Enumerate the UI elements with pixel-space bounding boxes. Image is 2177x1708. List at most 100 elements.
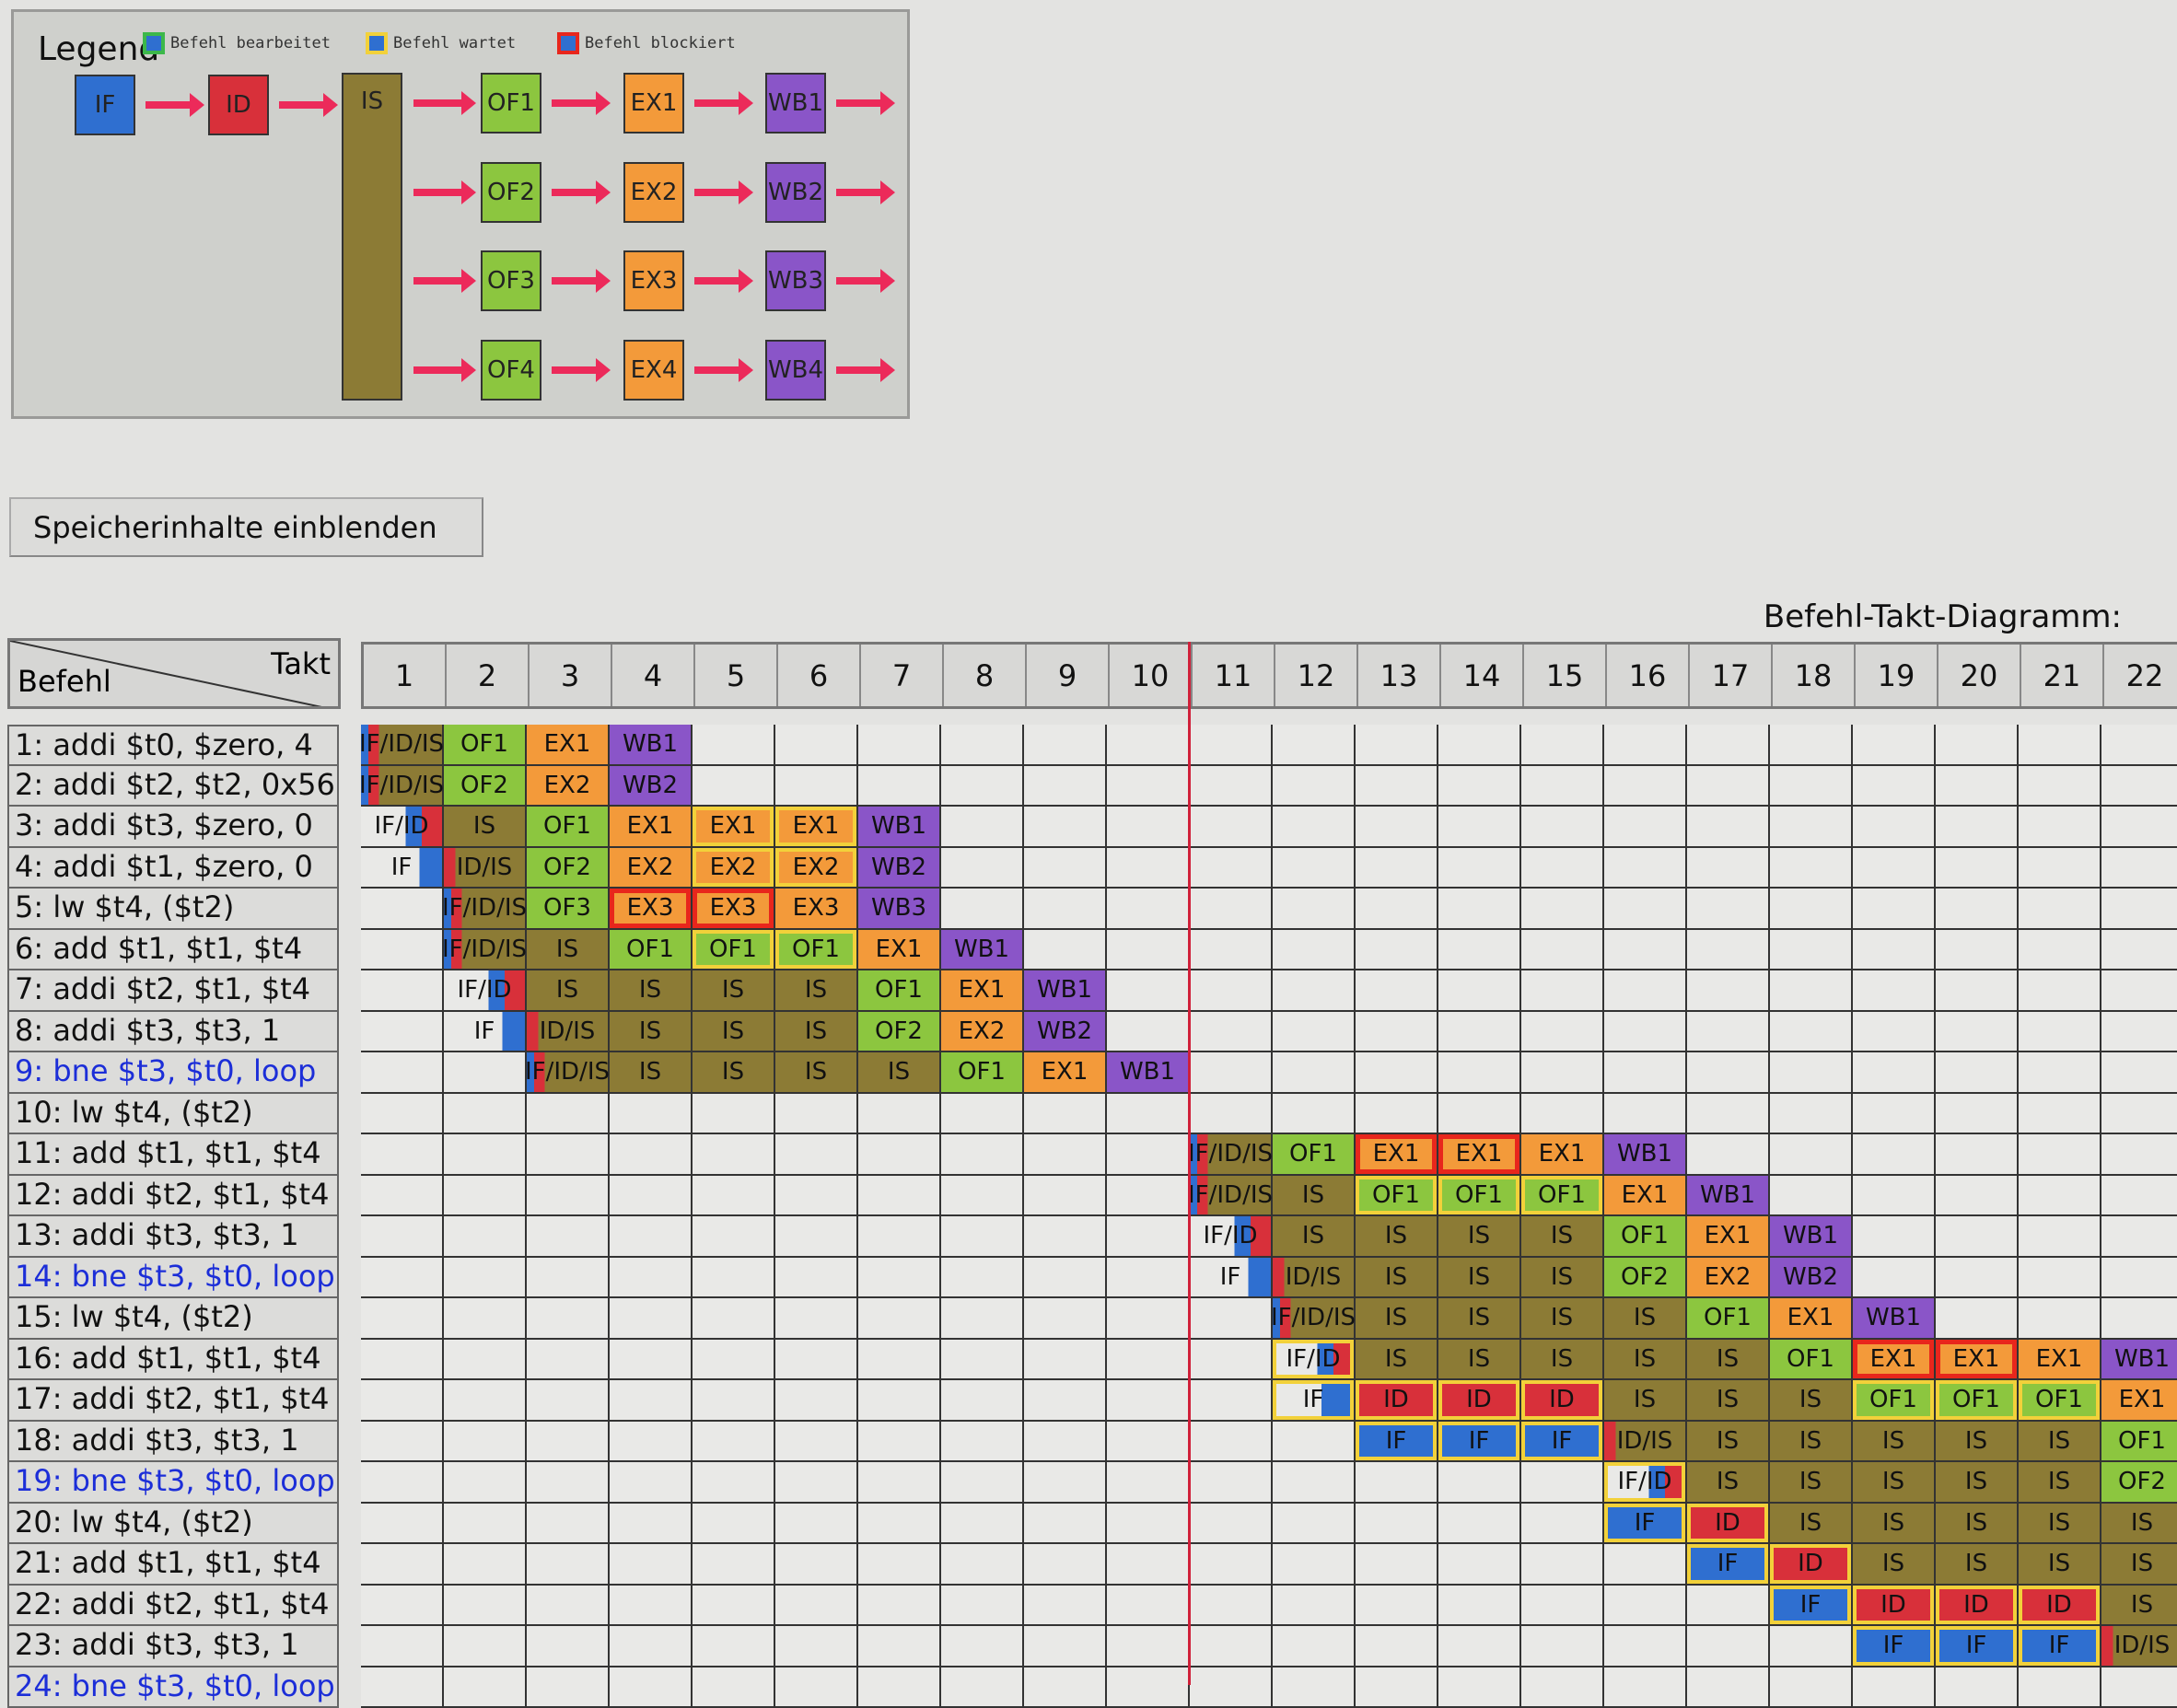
stage-cell: IS: [1853, 1422, 1936, 1463]
stage-cell: IS: [1687, 1422, 1770, 1463]
instruction-row[interactable]: 23: addi $t3, $t3, 1: [7, 1626, 339, 1667]
stage-cell: IS: [2019, 1504, 2101, 1545]
empty-cell: [1770, 1626, 1853, 1667]
empty-cell: [1770, 1134, 1853, 1176]
empty-cell: [444, 1422, 527, 1463]
empty-cell: [1190, 848, 1273, 889]
instruction-row[interactable]: 1: addi $t0, $zero, 4: [7, 725, 339, 766]
instruction-row[interactable]: 11: add $t1, $t1, $t4: [7, 1134, 339, 1176]
stage-cell: WB2: [858, 848, 941, 889]
empty-cell: [1936, 1258, 2019, 1299]
empty-cell: [858, 1586, 941, 1627]
instruction-row[interactable]: 18: addi $t3, $t3, 1: [7, 1422, 339, 1463]
stage-cell: OF1: [1853, 1380, 1936, 1422]
instruction-row[interactable]: 10: lw $t4, ($t2): [7, 1094, 339, 1135]
instruction-row[interactable]: 21: add $t1, $t1, $t4: [7, 1544, 339, 1586]
instruction-row[interactable]: 7: addi $t2, $t1, $t4: [7, 970, 339, 1012]
show-memory-button[interactable]: Speicherinhalte einblenden: [9, 497, 483, 557]
empty-cell: [1356, 889, 1438, 930]
empty-cell: [527, 1176, 610, 1217]
stage-cell: IS: [1438, 1258, 1521, 1299]
empty-cell: [1356, 807, 1438, 848]
empty-cell: [1107, 725, 1190, 766]
empty-cell: [610, 1134, 693, 1176]
empty-cell: [775, 1544, 858, 1586]
instruction-row[interactable]: 15: lw $t4, ($t2): [7, 1298, 339, 1340]
empty-cell: [1273, 1626, 1356, 1667]
instruction-row[interactable]: 2: addi $t2, $t2, 0x56: [7, 766, 339, 808]
empty-cell: [1024, 1216, 1107, 1258]
empty-cell: [775, 766, 858, 808]
empty-cell: [2101, 1667, 2177, 1708]
instruction-row[interactable]: 12: addi $t2, $t1, $t4: [7, 1176, 339, 1217]
instruction-row[interactable]: 14: bne $t3, $t0, loop: [7, 1258, 339, 1299]
instruction-row[interactable]: 20: lw $t4, ($t2): [7, 1504, 339, 1545]
empty-cell: [1521, 1544, 1604, 1586]
instruction-row[interactable]: 3: addi $t3, $zero, 0: [7, 807, 339, 848]
stage-cell: OF1: [2019, 1380, 2101, 1422]
current-cycle-marker: [1188, 642, 1191, 1685]
stage-wb2-box: WB2: [765, 162, 826, 223]
instruction-row[interactable]: 22: addi $t2, $t1, $t4: [7, 1586, 339, 1627]
instruction-row[interactable]: 4: addi $t1, $zero, 0: [7, 848, 339, 889]
empty-cell: [1024, 930, 1107, 971]
empty-cell: [1438, 1667, 1521, 1708]
empty-cell: [361, 1462, 444, 1504]
arrow-icon: [552, 366, 598, 374]
empty-cell: [1190, 1626, 1273, 1667]
stage-if-box: IF: [75, 75, 135, 135]
empty-cell: [1687, 1134, 1770, 1176]
empty-cell: [1356, 848, 1438, 889]
instruction-row[interactable]: 5: lw $t4, ($t2): [7, 889, 339, 930]
empty-cell: [1190, 1380, 1273, 1422]
empty-cell: [1273, 807, 1356, 848]
empty-cell: [610, 1462, 693, 1504]
empty-cell: [1853, 848, 1936, 889]
empty-cell: [1107, 1586, 1190, 1627]
stage-cell: IF: [1356, 1422, 1438, 1463]
empty-cell: [1356, 766, 1438, 808]
instruction-row[interactable]: 19: bne $t3, $t0, loop: [7, 1462, 339, 1504]
empty-cell: [775, 1176, 858, 1217]
instruction-row[interactable]: 9: bne $t3, $t0, loop: [7, 1052, 339, 1094]
instruction-row[interactable]: 6: add $t1, $t1, $t4: [7, 930, 339, 971]
empty-cell: [1024, 1134, 1107, 1176]
stage-cell: OF2: [527, 848, 610, 889]
empty-cell: [1107, 1667, 1190, 1708]
stage-ex4-box: EX4: [623, 340, 684, 401]
empty-cell: [1438, 1462, 1521, 1504]
instruction-row[interactable]: 17: addi $t2, $t1, $t4: [7, 1380, 339, 1422]
empty-cell: [610, 1667, 693, 1708]
instruction-row[interactable]: 8: addi $t3, $t3, 1: [7, 1012, 339, 1053]
empty-cell: [527, 1216, 610, 1258]
empty-cell: [1438, 1586, 1521, 1627]
empty-cell: [527, 1544, 610, 1586]
instruction-row[interactable]: 16: add $t1, $t1, $t4: [7, 1340, 339, 1381]
empty-cell: [1107, 930, 1190, 971]
empty-cell: [527, 1258, 610, 1299]
stage-cell: OF1: [527, 807, 610, 848]
empty-cell: [693, 1544, 775, 1586]
stage-cell: IF/ID/IS: [361, 725, 444, 766]
empty-cell: [1853, 1094, 1936, 1135]
stage-cell: IS: [1438, 1216, 1521, 1258]
stage-cell: WB1: [610, 725, 693, 766]
empty-cell: [361, 1340, 444, 1381]
stage-cell: IS: [1604, 1340, 1687, 1381]
empty-cell: [1604, 889, 1687, 930]
empty-cell: [2101, 725, 2177, 766]
empty-cell: [610, 1340, 693, 1381]
arrow-icon: [413, 277, 463, 285]
stage-cell: OF3: [527, 889, 610, 930]
empty-cell: [444, 1626, 527, 1667]
cycle-header-2: 2: [447, 645, 530, 706]
empty-cell: [2101, 1216, 2177, 1258]
instruction-row[interactable]: 24: bne $t3, $t0, loop: [7, 1667, 339, 1708]
stage-cell: IS: [775, 1012, 858, 1053]
instruction-row[interactable]: 13: addi $t3, $t3, 1: [7, 1216, 339, 1258]
empty-cell: [1521, 970, 1604, 1012]
